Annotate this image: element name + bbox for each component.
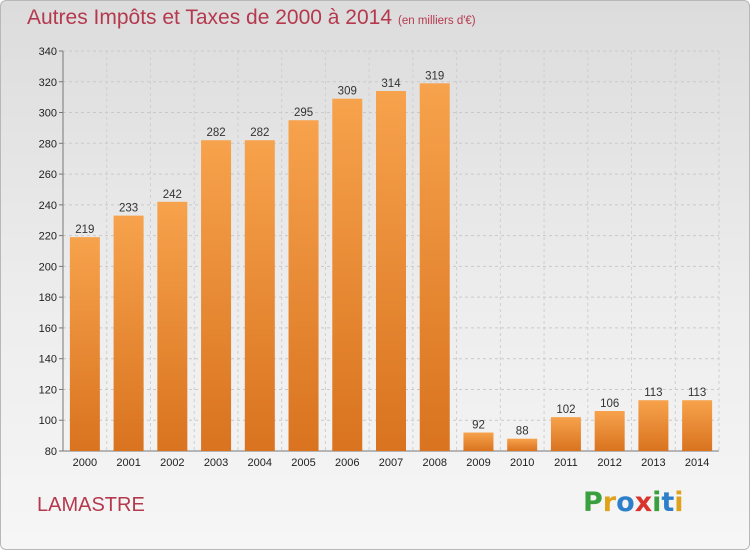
brand-letter: i [652, 487, 662, 518]
value-label-2011: 102 [556, 404, 575, 416]
y-tick-label: 160 [39, 323, 57, 335]
y-tick-label: 320 [39, 77, 57, 89]
value-label-2002: 242 [163, 189, 182, 201]
brand-letter: o [616, 487, 635, 518]
x-tick-label: 2003 [204, 457, 228, 469]
y-tick-labels: 80 100 120 140 160 180 200 220 240 260 280 300 320 34… [39, 46, 57, 458]
x-tick-label: 2012 [597, 457, 621, 469]
y-tick-label: 200 [39, 261, 57, 273]
y-tick-label: 140 [39, 354, 57, 366]
value-label-2007: 314 [381, 78, 401, 90]
x-tick-label: 2006 [335, 457, 359, 469]
y-tick-label: 220 [39, 231, 57, 243]
y-tick-label: 120 [39, 384, 57, 396]
value-label-2010: 88 [516, 426, 529, 438]
place-name: LAMASTRE [37, 494, 145, 516]
bar-2001 [113, 215, 144, 451]
bar-2013 [638, 400, 669, 451]
value-label-2013: 113 [644, 387, 662, 399]
bar-2000 [69, 237, 100, 451]
bar-2012 [594, 411, 625, 451]
brand-letter: t [661, 487, 675, 518]
bar-2003 [201, 140, 232, 451]
y-tick-label: 260 [39, 169, 57, 181]
brand-letter: P [583, 487, 603, 518]
chart-subtitle: (en milliers d'€) [398, 15, 476, 27]
x-tick-label: 2005 [291, 457, 315, 469]
bar-2005 [288, 120, 319, 451]
chart-title: Autres Impôts et Taxes de 2000 à 2014 (en… [27, 6, 476, 30]
value-label-2008: 319 [425, 70, 444, 82]
grid-lines [62, 50, 720, 452]
x-tick-label: 2008 [422, 457, 446, 469]
bar-2009 [463, 432, 494, 451]
value-label-2004: 282 [250, 127, 269, 139]
chart-title-text: Autres Impôts et Taxes de 2000 à 2014 [27, 6, 393, 29]
value-label-2012: 106 [600, 398, 619, 410]
bar-2006 [332, 98, 363, 451]
value-label-2014: 113 [688, 387, 706, 399]
x-tick-label: 2010 [510, 457, 534, 469]
y-tick-label: 240 [39, 200, 57, 212]
x-tick-label: 2002 [160, 457, 184, 469]
y-tick-label: 100 [39, 415, 57, 427]
bar-2014 [682, 400, 713, 451]
value-labels: 219 233 242 282 282 295 309 314 319 92 88 102 106 113… [75, 70, 706, 437]
y-tick-label: 280 [39, 138, 57, 150]
x-tick-label: 2001 [116, 457, 140, 469]
y-tick-label: 180 [39, 292, 57, 304]
value-label-2000: 219 [75, 224, 94, 236]
bar-2007 [376, 91, 406, 451]
y-tick-label: 80 [45, 446, 57, 458]
bar-2011 [550, 417, 581, 451]
bar-2008 [419, 83, 450, 452]
x-tick-label: 2014 [685, 457, 709, 469]
brand-letter: x [634, 487, 653, 518]
bars [69, 83, 713, 452]
bar-2010 [507, 438, 538, 451]
x-tick-label: 2000 [73, 457, 97, 469]
value-label-2006: 309 [338, 86, 357, 98]
x-tick-labels: 2000 2001 2002 2003 2004 2005 2006 2007 2008 2009… [73, 457, 710, 469]
x-tick-label: 2013 [641, 457, 665, 469]
x-tick-label: 2011 [554, 457, 578, 469]
y-tick-label: 300 [39, 108, 57, 120]
bar-2002 [157, 201, 188, 451]
bar-2004 [244, 140, 275, 451]
brand-letter: i [674, 487, 684, 518]
brand-letter: r [602, 487, 617, 518]
x-tick-label: 2009 [466, 457, 490, 469]
y-tick-label: 340 [39, 46, 57, 58]
brand-logo: Proxiti [583, 487, 684, 518]
value-label-2003: 282 [206, 127, 225, 139]
x-tick-label: 2007 [379, 457, 403, 469]
value-label-2005: 295 [294, 107, 313, 119]
value-label-2009: 92 [472, 420, 485, 432]
x-tick-label: 2004 [248, 457, 272, 469]
value-label-2001: 233 [119, 203, 138, 215]
